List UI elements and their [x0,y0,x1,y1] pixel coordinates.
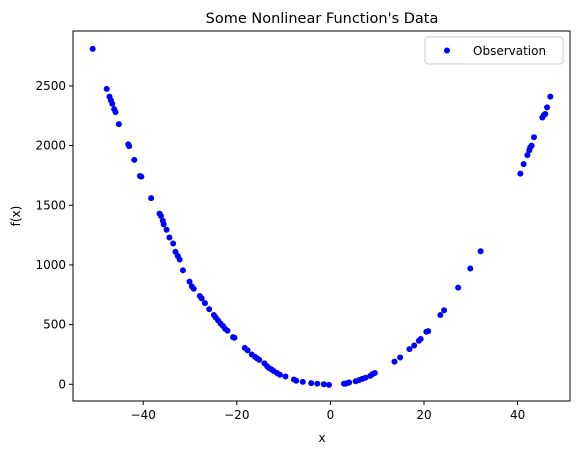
y-tick-label: 500 [43,318,66,332]
data-point [547,93,554,100]
x-tick-label: −20 [224,408,249,422]
data-point [406,346,413,353]
plot-area [72,30,571,402]
data-point [231,334,238,341]
data-point [160,221,167,228]
data-point [362,374,369,381]
data-point [170,240,177,247]
data-point [163,226,170,233]
x-tick-label: 0 [327,408,335,422]
data-point [109,100,116,107]
data-point [244,347,251,354]
data-point [148,195,155,202]
data-point [224,327,231,334]
x-axis-label: x [318,431,325,445]
data-point [524,152,531,159]
y-tick-label: 2000 [35,139,66,153]
x-tick-label: −40 [131,408,156,422]
legend: Observation [424,36,564,65]
data-points [89,45,554,388]
data-point [320,381,327,388]
data-point [201,300,208,307]
y-tick-label: 1500 [35,198,66,212]
data-point [103,85,110,92]
data-point [256,356,263,363]
data-point [346,379,353,386]
data-point [157,213,164,219]
data-point [437,312,444,319]
data-point [467,265,474,272]
data-point [131,156,138,163]
y-axis-ticks: 0 500 1000 1500 2000 2500 [35,79,73,391]
data-point [391,358,398,365]
data-point [455,284,462,291]
y-axis-label: f(x) [9,206,23,227]
data-point [517,170,524,177]
legend-label: Observation [473,44,546,58]
x-axis-ticks: −40 −20 0 20 40 [131,401,525,422]
data-point [179,267,186,274]
data-point [544,104,551,111]
data-point [166,234,173,241]
data-point [397,354,404,361]
legend-marker [444,47,450,54]
data-point [528,142,535,149]
data-point [417,335,424,342]
data-point [542,110,549,117]
data-point [282,373,289,380]
data-point [411,342,418,349]
y-tick-label: 1000 [35,258,66,272]
data-point [425,328,432,335]
data-point [186,278,193,285]
x-tick-label: 20 [416,408,431,422]
data-point [325,381,332,388]
x-tick-label: 40 [510,408,525,422]
data-point [371,369,378,376]
plot-frame [72,30,571,402]
legend-box [424,36,564,65]
data-point [441,307,448,314]
y-tick-label: 0 [58,377,66,391]
data-point [293,377,300,384]
data-point [89,45,96,52]
data-point [308,380,315,387]
y-tick-label: 2500 [35,79,66,93]
data-point [112,109,119,116]
data-point [299,378,306,385]
data-point [477,248,484,255]
data-point [138,173,145,180]
data-point [314,380,321,387]
chart-title: Some Nonlinear Function's Data [206,11,439,27]
data-point [206,306,213,313]
data-point [176,256,183,263]
data-point [190,285,197,292]
data-point [520,161,527,168]
data-point [276,371,283,378]
data-point [115,121,122,128]
data-point [530,134,537,141]
data-point [126,143,133,150]
data-point [198,295,205,302]
